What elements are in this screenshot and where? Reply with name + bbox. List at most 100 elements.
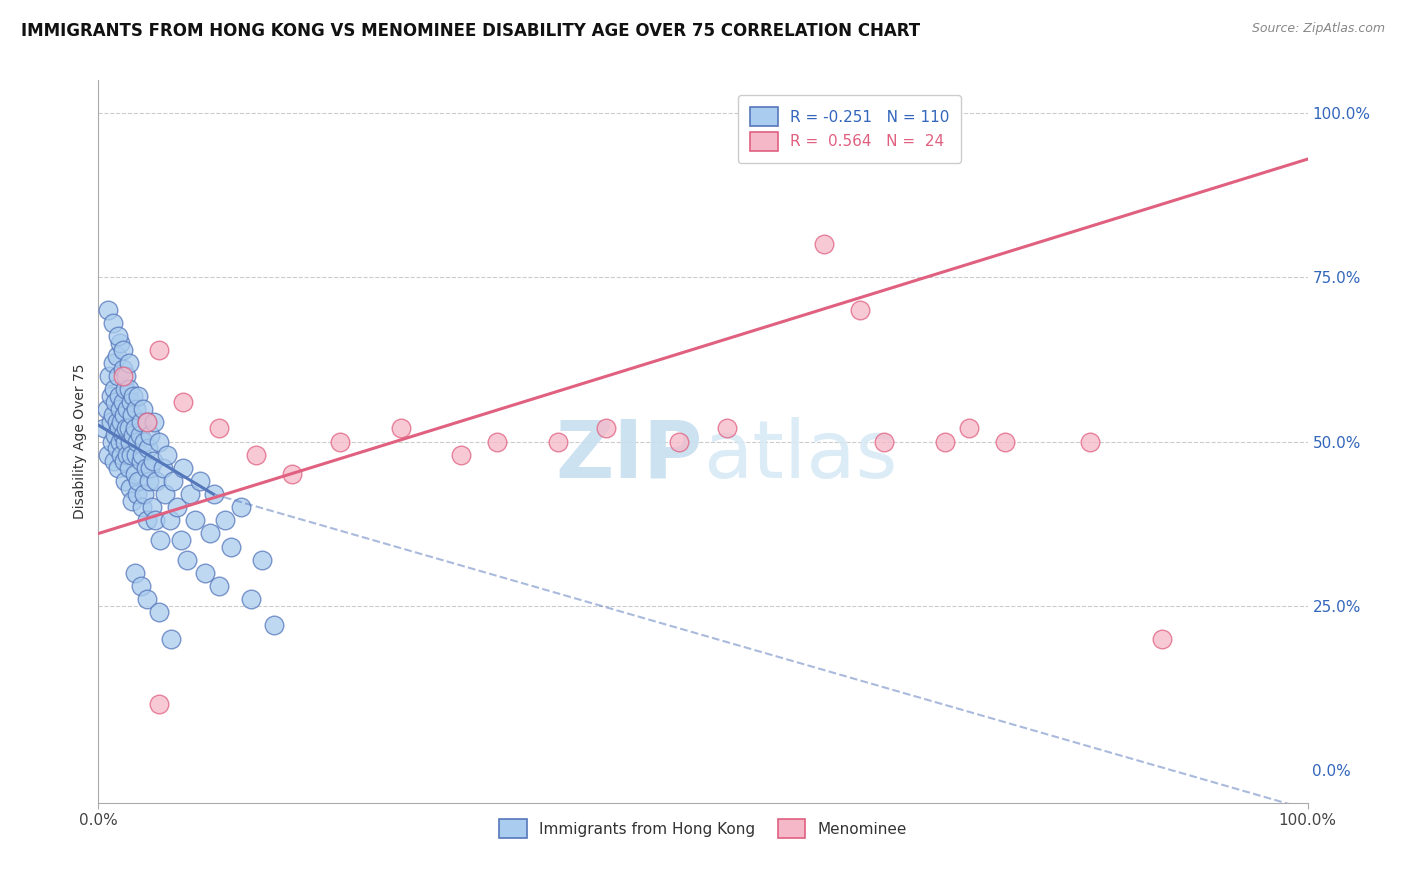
Point <box>108 336 131 351</box>
Point <box>118 460 141 475</box>
Point <box>159 513 181 527</box>
Text: atlas: atlas <box>703 417 897 495</box>
Point <box>112 454 135 468</box>
Point <box>152 460 174 475</box>
Point <box>118 356 141 370</box>
Point <box>134 434 156 449</box>
Point <box>124 467 146 482</box>
Legend: Immigrants from Hong Kong, Menominee: Immigrants from Hong Kong, Menominee <box>492 812 914 846</box>
Point <box>214 513 236 527</box>
Point <box>716 421 738 435</box>
Point <box>595 421 617 435</box>
Point <box>153 487 176 501</box>
Point <box>135 415 157 429</box>
Point <box>131 448 153 462</box>
Point <box>849 303 872 318</box>
Point <box>184 513 207 527</box>
Point <box>221 540 243 554</box>
Point <box>127 474 149 488</box>
Point <box>111 428 134 442</box>
Point <box>104 395 127 409</box>
Point <box>389 421 412 435</box>
Point <box>129 454 152 468</box>
Point <box>124 566 146 580</box>
Point <box>156 448 179 462</box>
Point <box>128 428 150 442</box>
Point <box>105 349 128 363</box>
Point <box>245 448 267 462</box>
Point <box>110 415 132 429</box>
Point <box>97 303 120 318</box>
Point <box>114 434 136 449</box>
Point <box>162 474 184 488</box>
Point <box>105 415 128 429</box>
Point <box>160 632 183 646</box>
Point <box>132 401 155 416</box>
Point <box>114 474 136 488</box>
Point <box>101 356 124 370</box>
Point <box>141 500 163 515</box>
Point <box>127 434 149 449</box>
Point <box>98 368 121 383</box>
Point <box>96 401 118 416</box>
Point <box>118 481 141 495</box>
Point <box>127 487 149 501</box>
Point <box>104 428 127 442</box>
Point <box>101 409 124 423</box>
Point <box>179 487 201 501</box>
Point <box>450 448 472 462</box>
Point <box>125 401 148 416</box>
Point <box>176 553 198 567</box>
Point <box>813 237 835 252</box>
Y-axis label: Disability Age Over 75: Disability Age Over 75 <box>73 364 87 519</box>
Point <box>103 382 125 396</box>
Point <box>118 382 141 396</box>
Point <box>100 388 122 402</box>
Point <box>281 467 304 482</box>
Point <box>111 362 134 376</box>
Point <box>208 421 231 435</box>
Point <box>329 434 352 449</box>
Point <box>117 448 139 462</box>
Text: Source: ZipAtlas.com: Source: ZipAtlas.com <box>1251 22 1385 36</box>
Point <box>122 428 145 442</box>
Point <box>145 474 167 488</box>
Point <box>107 368 129 383</box>
Point <box>121 493 143 508</box>
Point <box>110 448 132 462</box>
Point <box>135 592 157 607</box>
Point <box>100 415 122 429</box>
Point <box>229 500 252 515</box>
Point <box>105 441 128 455</box>
Point <box>188 474 211 488</box>
Point <box>108 434 131 449</box>
Point <box>148 434 170 449</box>
Point <box>172 395 194 409</box>
Point <box>115 368 138 383</box>
Point <box>263 618 285 632</box>
Point <box>100 434 122 449</box>
Point <box>103 454 125 468</box>
Point <box>135 460 157 475</box>
Point <box>134 487 156 501</box>
Point <box>125 448 148 462</box>
Point <box>143 415 166 429</box>
Point <box>1152 632 1174 646</box>
Point <box>934 434 956 449</box>
Point <box>198 526 221 541</box>
Point <box>97 448 120 462</box>
Point <box>111 343 134 357</box>
Point <box>873 434 896 449</box>
Point <box>208 579 231 593</box>
Point <box>149 533 172 547</box>
Point <box>1078 434 1101 449</box>
Point <box>111 368 134 383</box>
Point <box>129 415 152 429</box>
Point <box>204 487 226 501</box>
Point <box>111 395 134 409</box>
Point <box>112 409 135 423</box>
Point <box>118 434 141 449</box>
Point <box>118 421 141 435</box>
Point <box>994 434 1017 449</box>
Point <box>122 388 145 402</box>
